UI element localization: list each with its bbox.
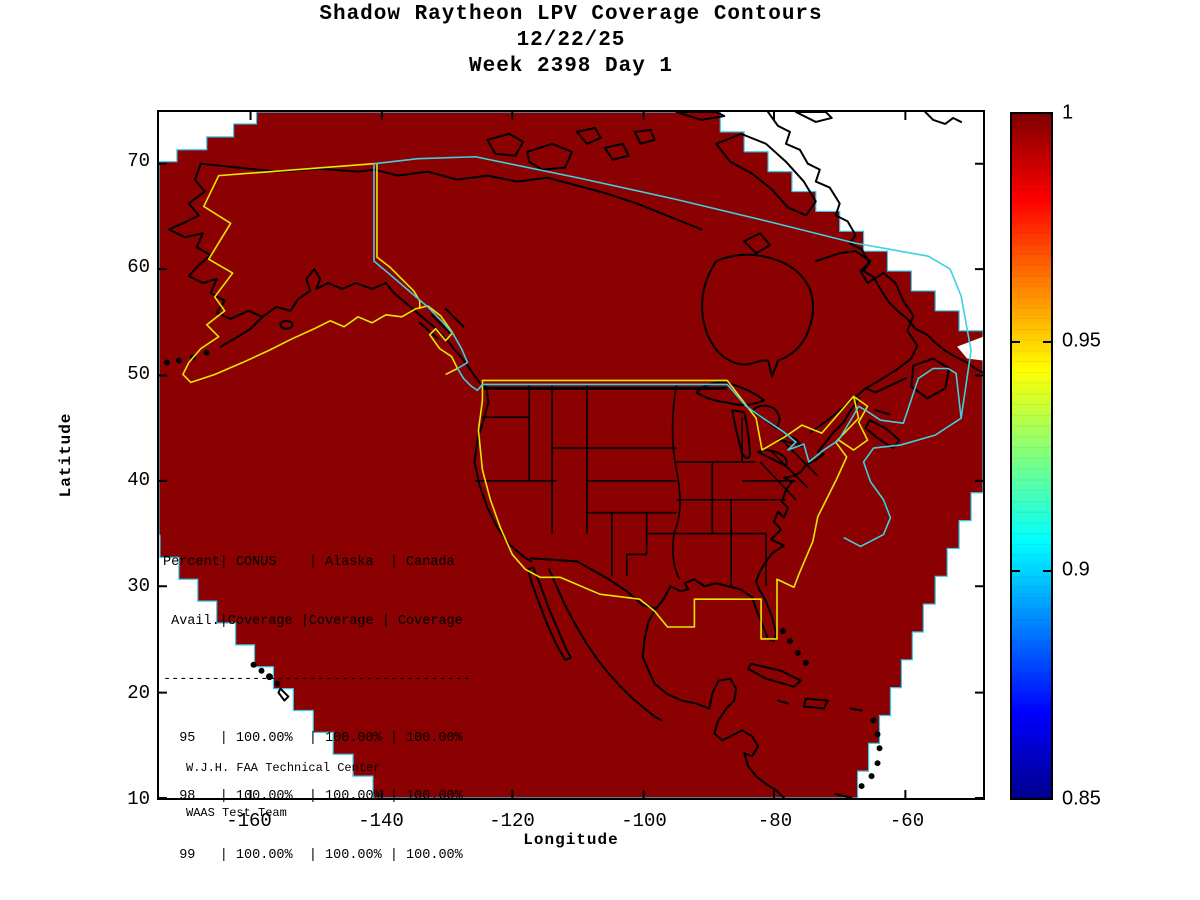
x-tick--60: -60 [889,810,925,832]
colorbar-label-085: 0.85 [1062,787,1101,810]
y-tick-60: 60 [127,256,150,279]
coverage-table-row: 99 | 100.00% | 100.00% | 100.00% [163,847,463,863]
nova-scotia [864,419,901,450]
greenland-coast [767,112,983,374]
coverage-table-header-2: Avail.|Coverage |Coverage | Coverage [163,613,463,629]
colorbar [1010,112,1053,800]
title-line-1: Shadow Raytheon LPV Coverage Contours [319,3,823,26]
y-axis-label: Latitude [57,412,75,498]
coverage-table-row: 95 | 100.00% | 100.00% | 100.00% [163,730,463,746]
axis-ticks [159,112,983,798]
canada-contour [838,395,869,451]
cuba [747,662,802,688]
coverage-table-row: 98 | 100.00% | 100.00% | 100.00% [163,789,463,804]
us-mexico-border [530,557,656,610]
x-tick--160: -160 [226,810,272,832]
alaska-canada-border-cyan [373,163,484,392]
colorbar-tick [1043,341,1051,343]
coverage-table-divider: -------------------------------------- [163,672,471,687]
mexico-west-coast [548,568,663,722]
canada-north-cyan [373,155,972,419]
hudson-bay [701,253,815,378]
y-tick-40: 40 [127,469,150,492]
plot-area [157,110,985,800]
alaska-peninsula [219,315,264,348]
x-tick--120: -120 [489,810,535,832]
coverage-map-svg [159,112,983,798]
banks-island [486,132,525,157]
panhandle-islands [418,307,465,340]
y-tick-30: 30 [127,575,150,598]
colorbar-label-1: 1 [1062,101,1074,124]
conus-contour [477,379,860,640]
chart-title: Shadow Raytheon LPV Coverage Contours 12… [157,2,985,80]
x-tick--100: -100 [621,810,667,832]
coverage-table: Percent| CONUS | Alaska | Canada Avail.|… [163,514,471,900]
baffin-island [715,132,817,217]
victoria-island [526,142,573,171]
lake-michigan [731,409,752,459]
x-axis-label: Longitude [523,831,619,849]
title-line-2: 12/22/25 [516,29,626,52]
hispaniola [802,697,829,710]
x-tick--140: -140 [358,810,404,832]
cyan-contour-layer [373,155,972,548]
lake-superior [695,381,766,406]
state-borders-layer [475,385,819,587]
lake-erie [757,449,788,467]
alaska-south-coast [261,268,488,389]
colorbar-tick [1043,570,1051,572]
baja-california [527,566,572,661]
southampton-island [743,232,772,255]
credit-text: W.J.H. FAA Technical Center WAAS Test Te… [186,731,380,851]
credit-line-1: W.J.H. FAA Technical Center [186,761,381,775]
y-tick-70: 70 [127,150,150,173]
title-line-3: Week 2398 Day 1 [468,55,674,78]
y-tick-20: 20 [127,682,150,705]
colorbar-tick [1012,570,1020,572]
conus-north-cyan [482,367,962,548]
x-tick--80: -80 [757,810,793,832]
coastline-layer [163,112,983,798]
east-gulf-coast [641,397,861,798]
alaska-contour [182,162,459,384]
colorbar-label-09: 0.9 [1062,558,1090,581]
credit-line-2: WAAS Test Team [186,806,287,820]
y-tick-10: 10 [127,788,150,811]
newfoundland [910,357,951,400]
west-coast [473,386,533,563]
coverage-table-header-1: Percent| CONUS | Alaska | Canada [163,555,455,570]
colorbar-tick [1012,341,1020,343]
colorbar-label-095: 0.95 [1062,329,1101,352]
y-tick-50: 50 [127,363,150,386]
